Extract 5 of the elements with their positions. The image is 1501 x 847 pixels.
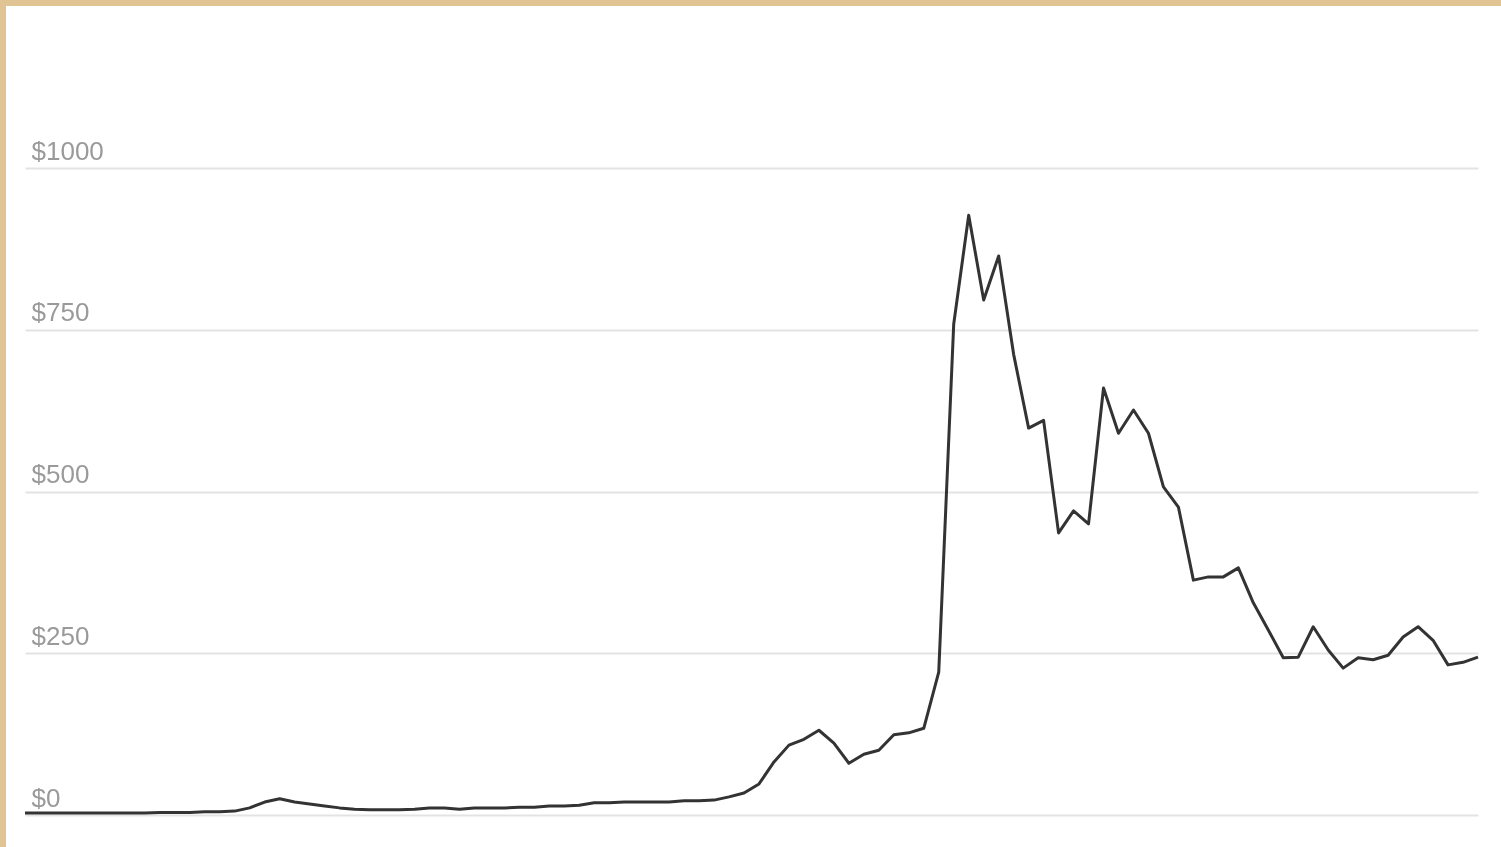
- y-tick-label: $250: [31, 620, 90, 651]
- y-tick-label: $500: [31, 459, 90, 489]
- y-tick-label: $1000: [31, 135, 104, 166]
- y-tick-label: $750: [31, 297, 90, 328]
- y-tick-label: $0: [31, 782, 61, 813]
